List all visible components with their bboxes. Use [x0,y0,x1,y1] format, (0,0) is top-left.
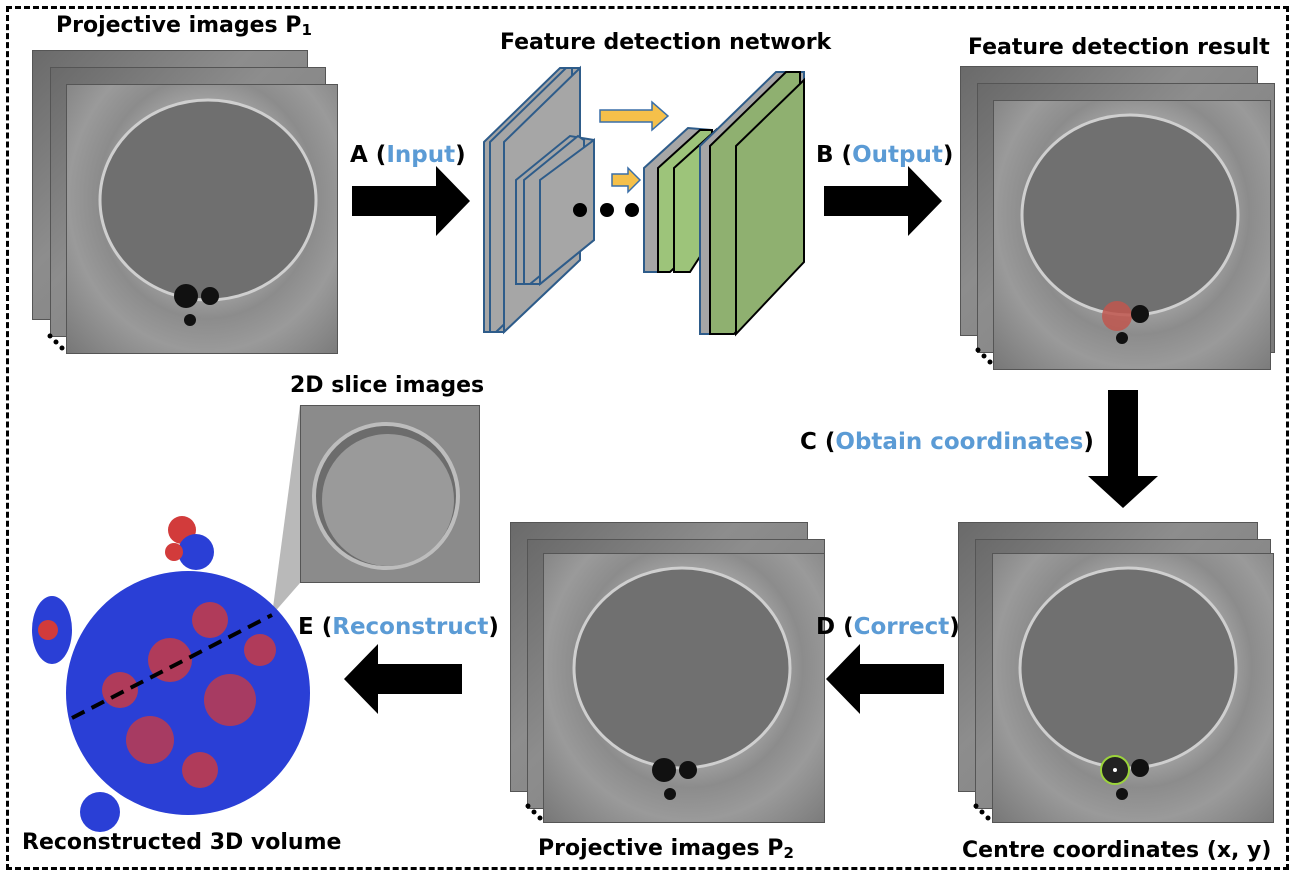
network-label: Feature detection network [500,30,832,55]
skip-connection-arrows [599,100,670,194]
proj2-label: Projective images P2 [538,836,794,862]
centre-stack-dots [973,803,991,821]
reconstructed-volume [32,516,310,832]
dashed-border-frame [6,6,1289,870]
step-c-label: C (Obtain coordinates) [800,429,1094,455]
arrow-e [344,644,462,714]
proj1-cell-detail [98,98,318,326]
proj2-cell-detail [572,566,792,800]
network-encoder-layers [483,65,595,335]
arrow-c [1088,390,1158,508]
proj2-stack-dots [525,803,543,821]
arrow-d [826,644,944,714]
arrow-a [352,166,470,236]
slice-projection-cone [272,405,300,615]
step-a-label: A (Input) [350,142,466,168]
centre-cell-detail [1018,566,1238,800]
step-d-label: D (Correct) [816,614,960,640]
result-label: Feature detection result [968,35,1270,60]
centre-label: Centre coordinates (x, y) [962,838,1272,863]
network-ellipsis-dots [573,203,639,217]
network-decoder-layers [643,71,805,337]
slice-cell-detail [312,422,460,570]
step-b-label: B (Output) [816,142,954,168]
recon-volume-label: Reconstructed 3D volume [22,830,342,855]
result-cell-detail [1020,113,1240,344]
result-stack-dots [975,347,993,365]
proj1-stack-dots [47,333,65,351]
step-e-label: E (Reconstruct) [298,614,499,640]
arrow-b [824,166,942,236]
proj1-label: Projective images P1 [56,13,312,39]
slice-label: 2D slice images [290,373,485,398]
